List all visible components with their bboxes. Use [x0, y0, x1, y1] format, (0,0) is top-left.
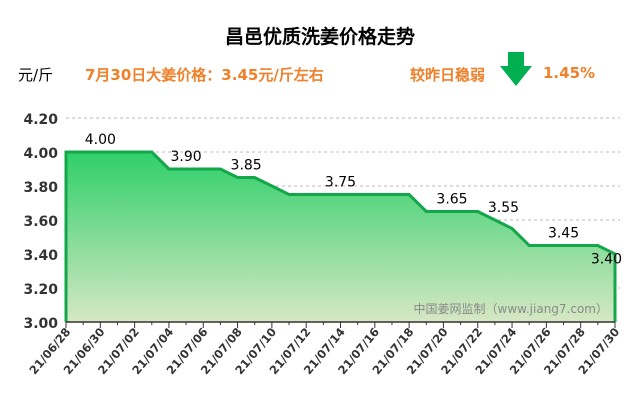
y-tick-label: 3.20 — [23, 282, 58, 298]
y-tick-label: 3.40 — [23, 248, 58, 264]
price-area — [66, 152, 615, 322]
data-label: 3.85 — [231, 158, 262, 174]
data-label: 3.40 — [591, 252, 622, 268]
price-line — [64, 150, 617, 322]
y-tick-label: 3.00 — [23, 316, 58, 332]
y-tick-label: 4.20 — [23, 112, 58, 128]
chart-title: 昌邑优质洗姜价格走势 — [224, 26, 415, 48]
arrow-down-icon — [500, 52, 532, 86]
y-tick-label: 4.00 — [23, 146, 58, 162]
data-label: 3.65 — [436, 192, 467, 208]
data-label: 3.45 — [548, 226, 579, 242]
data-label: 4.00 — [85, 132, 116, 148]
y-tick-label: 3.80 — [23, 180, 58, 196]
data-label: 3.90 — [171, 149, 202, 165]
y-axis-unit: 元/斤 — [18, 66, 54, 84]
data-label: 3.55 — [488, 200, 519, 216]
price-note: 7月30日大姜价格：3.45元/斤左右 — [85, 66, 324, 84]
compare-label: 较昨日稳弱 — [410, 66, 486, 84]
watermark: 中国姜网监制（www.jiang7.com） — [414, 301, 608, 316]
y-tick-label: 3.60 — [23, 214, 58, 230]
data-label: 3.75 — [325, 175, 356, 191]
change-percent: 1.45% — [543, 64, 596, 82]
